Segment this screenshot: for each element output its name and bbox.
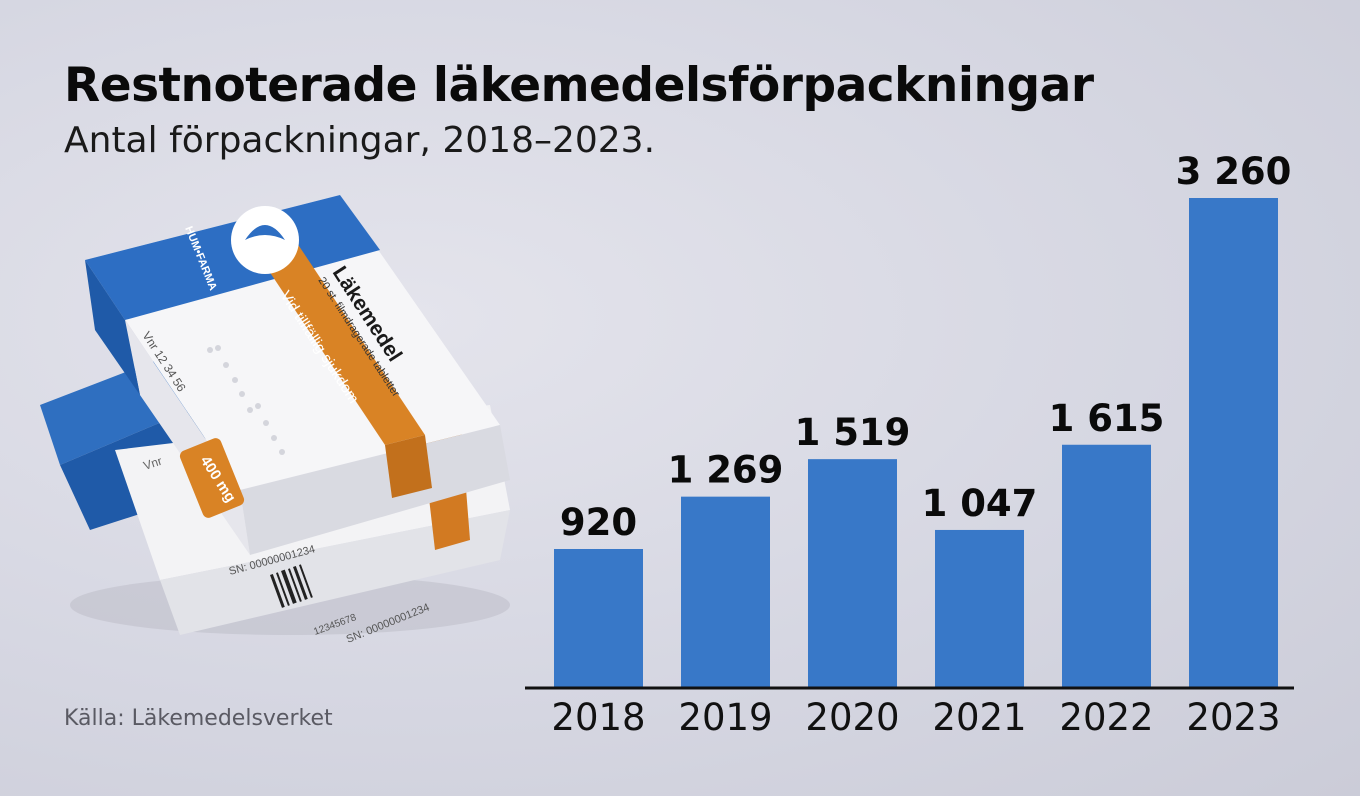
x-tick-label-2023: 2023 [1186, 696, 1280, 739]
bar-2018 [554, 549, 643, 687]
bar-2022 [1062, 444, 1151, 687]
x-tick-label-2019: 2019 [678, 696, 772, 739]
value-label-2021: 1 047 [922, 482, 1038, 525]
medicine-boxes-illustration: Vnr 12345678 SN: 00000001234 HUM•FARMA L… [40, 195, 510, 646]
source-note: Källa: Läkemedelsverket [64, 706, 333, 731]
braille-dots [207, 345, 285, 455]
x-tick-label-2021: 2021 [932, 696, 1026, 739]
chart-title: Restnoterade läkemedelsförpackningar [64, 58, 1094, 113]
value-label-2023: 3 260 [1176, 150, 1292, 193]
bar-2020 [808, 459, 897, 687]
chart-subtitle: Antal förpackningar, 2018–2023. [64, 120, 656, 161]
value-label-2018: 920 [560, 501, 637, 544]
bar-2019 [681, 496, 770, 687]
phoenix-logo-icon [245, 225, 285, 240]
value-label-2020: 1 519 [795, 411, 911, 454]
barcode [270, 564, 313, 608]
bar-2021 [935, 529, 1024, 687]
dose-badge [179, 438, 245, 518]
bar-2023 [1189, 198, 1278, 687]
x-tick-label-2022: 2022 [1059, 696, 1153, 739]
back-box-vnr: Vnr [142, 454, 164, 473]
value-label-2019: 1 269 [668, 449, 784, 492]
value-label-2022: 1 615 [1049, 397, 1165, 440]
x-tick-label-2020: 2020 [805, 696, 899, 739]
x-tick-label-2018: 2018 [551, 696, 645, 739]
